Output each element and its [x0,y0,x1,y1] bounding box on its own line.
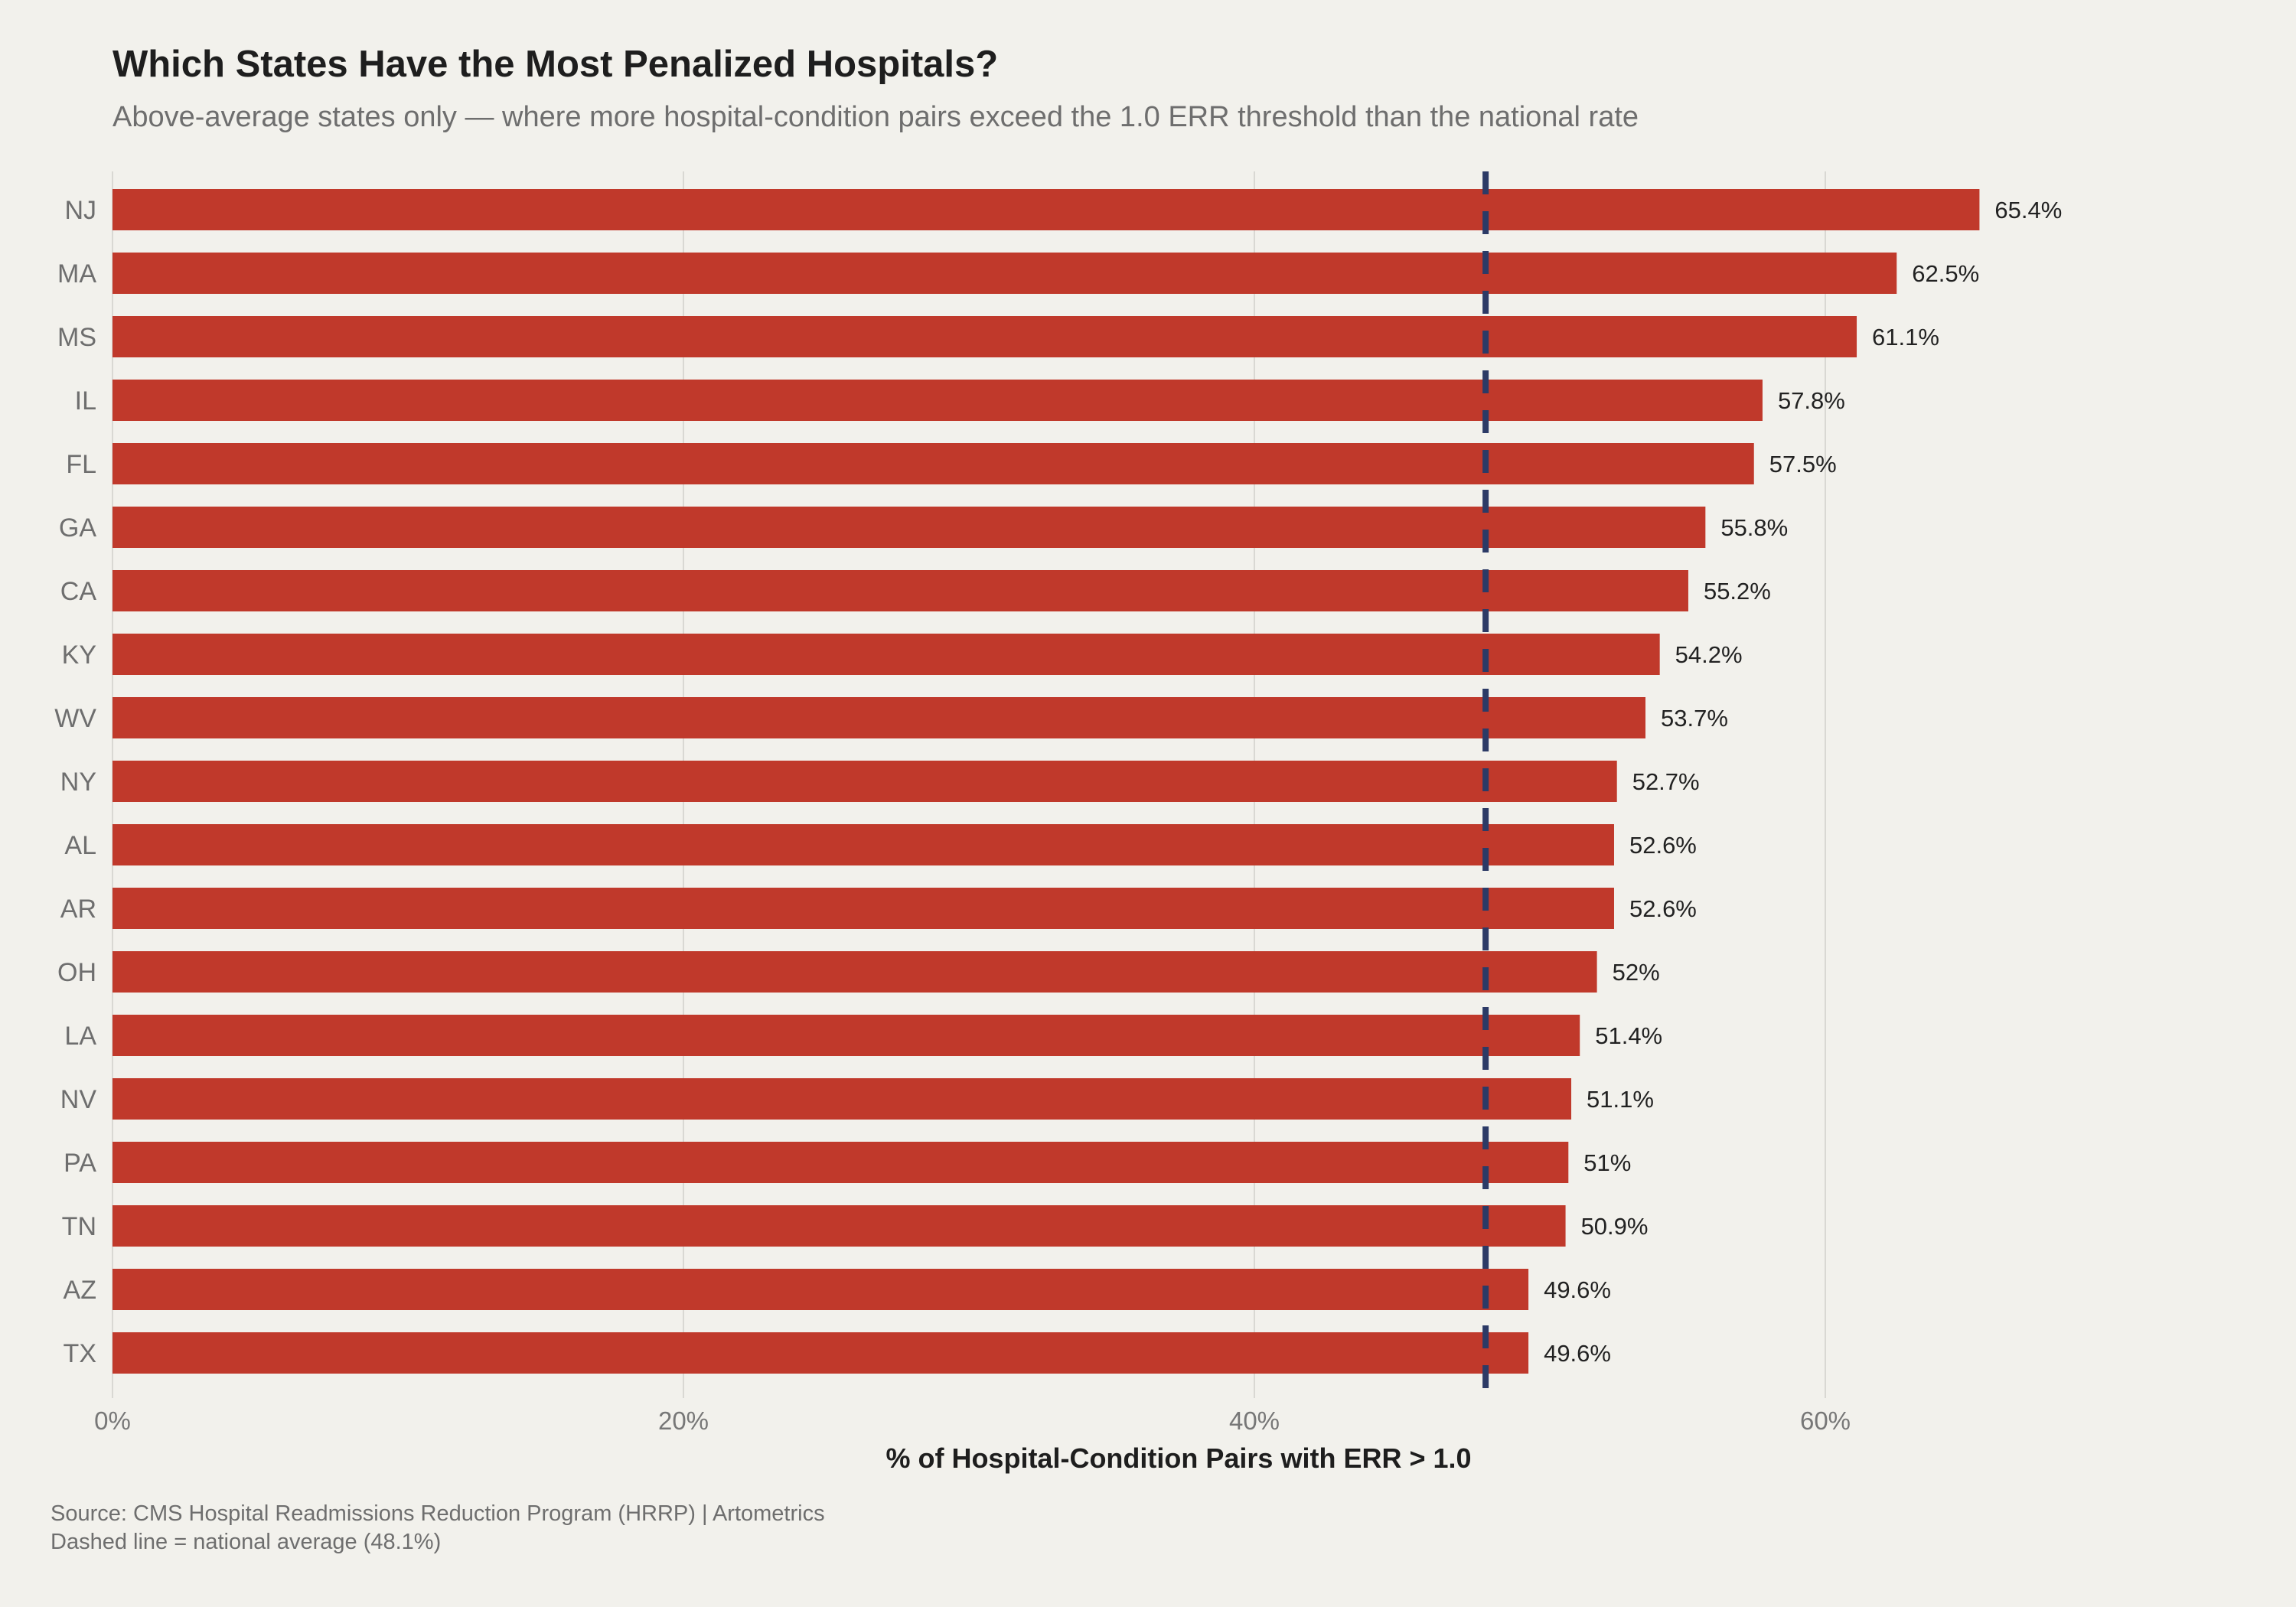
x-axis-title: % of Hospital-Condition Pairs with ERR >… [885,1442,1471,1474]
data-label: 54.2% [1675,641,1743,668]
bar-nv [113,1078,1572,1120]
y-tick-label: GA [59,513,96,543]
chart-caption: Source: CMS Hospital Readmissions Reduct… [51,1500,825,1556]
x-tick-label: 20% [658,1407,709,1435]
data-label: 52.6% [1629,895,1697,922]
y-tick-label: TN [62,1212,96,1241]
data-label: 62.5% [1912,260,1979,287]
data-label: 55.2% [1704,578,1771,605]
bar-al [113,824,1614,865]
y-tick-label: TX [64,1339,96,1368]
data-label: 51% [1583,1149,1631,1176]
data-label: 55.8% [1720,514,1788,541]
y-tick-label: NJ [64,196,96,225]
data-label: 49.6% [1544,1340,1611,1367]
bar-il [113,380,1763,421]
y-tick-label: CA [60,577,97,606]
bar-ca [113,570,1688,611]
y-tick-label: AR [60,895,96,924]
bar-ga [113,507,1706,548]
y-tick-label: OH [57,958,96,987]
y-tick-label: IL [75,386,96,416]
y-tick-label: LA [64,1022,96,1051]
y-tick-label: PA [64,1149,96,1178]
data-label: 52.7% [1632,768,1700,795]
y-tick-label: WV [54,704,96,733]
x-tick-label: 60% [1800,1407,1851,1435]
bar-ar [113,888,1614,929]
bar-oh [113,951,1597,993]
y-tick-label: AZ [64,1276,96,1305]
y-tick-label: FL [66,450,96,479]
bar-nj [113,189,1980,230]
x-tick-label: 40% [1229,1407,1280,1435]
data-label: 53.7% [1661,705,1728,732]
y-tick-label: MS [57,323,96,352]
bar-ny [113,761,1617,802]
bar-tx [113,1332,1529,1374]
data-label: 50.9% [1581,1213,1649,1240]
bar-wv [113,697,1646,738]
y-tick-label: AL [64,831,96,860]
data-label: 65.4% [1994,197,2062,223]
data-label: 52% [1613,959,1660,986]
y-tick-label: MA [57,259,96,288]
data-label: 49.6% [1544,1276,1611,1303]
source-note: Source: CMS Hospital Readmissions Reduct… [51,1501,825,1526]
bar-pa [113,1142,1569,1183]
bar-ky [113,634,1660,675]
y-tick-label: NV [60,1085,97,1114]
bar-az [113,1269,1529,1310]
data-label: 61.1% [1872,324,1939,350]
data-label: 57.5% [1769,451,1837,478]
x-tick-label: 0% [94,1407,131,1435]
bar-la [113,1015,1580,1056]
y-tick-label: NY [60,768,96,797]
bar-ma [113,253,1897,294]
bar-tn [113,1205,1566,1247]
chart-subtitle: Above-average states only — where more h… [113,101,1639,133]
bar-ms [113,316,1857,357]
y-tick-label: KY [62,641,96,670]
data-label: 52.6% [1629,832,1697,859]
data-label: 51.1% [1587,1086,1654,1113]
bar-fl [113,443,1754,484]
chart-title: Which States Have the Most Penalized Hos… [113,44,999,85]
data-label: 51.4% [1595,1022,1662,1049]
data-label: 57.8% [1778,387,1845,414]
reference-line-note: Dashed line = national average (48.1%) [51,1530,442,1554]
